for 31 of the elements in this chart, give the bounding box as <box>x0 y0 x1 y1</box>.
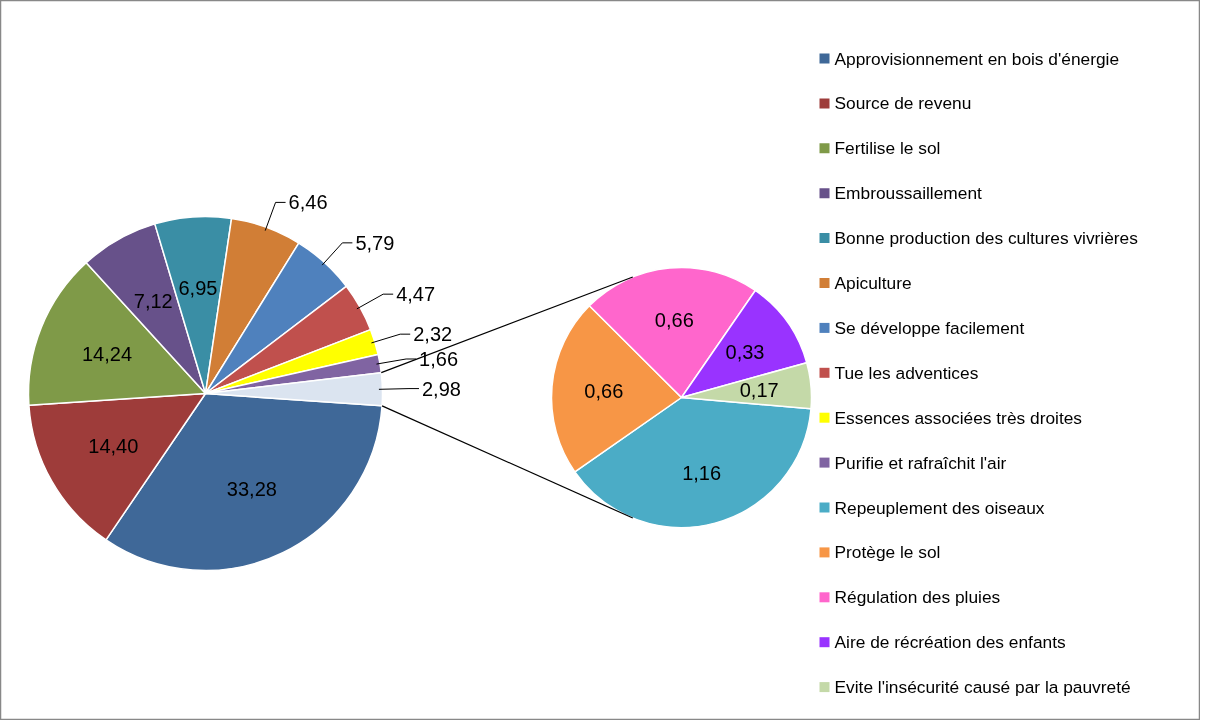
data-label: 5,79 <box>355 231 395 254</box>
legend-label: Evite l'insécurité causé par la pauvreté <box>834 677 1131 698</box>
legend-label: Essences associées très droites <box>834 407 1083 428</box>
data-label: 0,66 <box>584 379 624 402</box>
data-label: 0,33 <box>725 341 765 364</box>
data-label: 14,40 <box>88 435 139 458</box>
data-label: 4,47 <box>396 283 436 306</box>
data-label: 33,28 <box>226 478 277 501</box>
data-label: 1,66 <box>419 347 459 370</box>
data-label: 14,24 <box>81 342 133 365</box>
data-label: 1,16 <box>682 461 722 484</box>
legend-label: Embroussaillement <box>834 183 983 204</box>
legend-label: Repeuplement des oiseaux <box>834 497 1045 518</box>
legend-label: Purifie et rafraîchit l'air <box>834 452 1007 473</box>
legend-label: Se développe facilement <box>834 317 1025 338</box>
legend-label: Protège le sol <box>834 542 941 563</box>
legend-label: Apiculture <box>834 273 912 293</box>
legend-label: Approvisionnement en bois d'énergie <box>834 48 1120 69</box>
data-label: 6,95 <box>178 276 218 299</box>
legend-label: Tue les adventices <box>834 362 979 383</box>
data-label: 6,46 <box>288 191 328 214</box>
legend-label: Source de revenu <box>834 93 972 114</box>
data-label: 0,17 <box>739 379 779 402</box>
legend-label: Fertilise le sol <box>834 138 941 159</box>
legend-label: Bonne production des cultures vivrières <box>834 228 1139 249</box>
data-label: 7,12 <box>133 290 173 313</box>
data-label: 2,32 <box>413 323 453 346</box>
legend-label: Aire de récréation des enfants <box>834 632 1067 653</box>
data-label: 0,66 <box>654 308 694 331</box>
legend-label: Régulation des pluies <box>834 587 1001 608</box>
data-label: 2,98 <box>421 377 461 400</box>
